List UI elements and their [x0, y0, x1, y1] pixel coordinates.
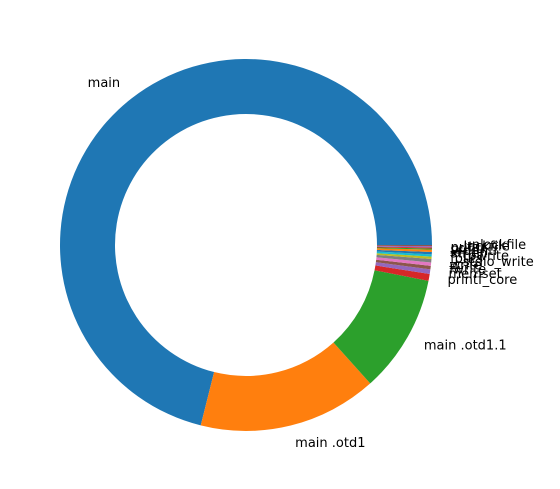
slice-label-11: vfprintf: [450, 244, 498, 259]
slice-11: [376, 248, 432, 252]
slice-label-9: __towrite: [449, 249, 509, 264]
slice-12: [376, 247, 432, 250]
slice-1: [200, 342, 371, 431]
slice-7: [376, 254, 432, 263]
slice-label-2: main .otd1.1: [424, 339, 507, 354]
chart-labels: main main .otd1 main .otd1.1 printf_coremem…: [88, 76, 534, 451]
slice-4: [375, 262, 431, 275]
chart-slices: [59, 59, 432, 431]
slice-10: [376, 249, 432, 255]
slice-label-10: strlen: [450, 246, 487, 261]
slice-label-13: puts: [451, 241, 480, 256]
slice-0: [59, 59, 432, 426]
slice-label-8: fputs: [450, 252, 483, 267]
slice-label-1: main .otd1: [295, 436, 365, 451]
slice-6: [376, 257, 432, 266]
slice-15: [376, 245, 432, 247]
slice-label-14: __lockfile: [450, 239, 510, 254]
slice-8: [376, 253, 432, 259]
slice-14: [376, 245, 432, 248]
slice-label-5: fwrite: [449, 262, 486, 277]
slice-13: [376, 246, 432, 249]
slice-9: [376, 251, 432, 257]
slice-label-6: write: [450, 259, 483, 274]
slice-label-0: main: [88, 76, 120, 91]
slice-label-7: __stdio_write: [449, 255, 534, 270]
slice-label-15: __unlockfile: [450, 238, 527, 253]
slice-label-12: printf: [451, 242, 487, 257]
slice-5: [375, 259, 431, 270]
slice-label-3: printf_core: [447, 273, 517, 288]
slice-label-4: memset: [448, 267, 501, 282]
slice-3: [374, 265, 430, 281]
slice-2: [333, 270, 429, 384]
